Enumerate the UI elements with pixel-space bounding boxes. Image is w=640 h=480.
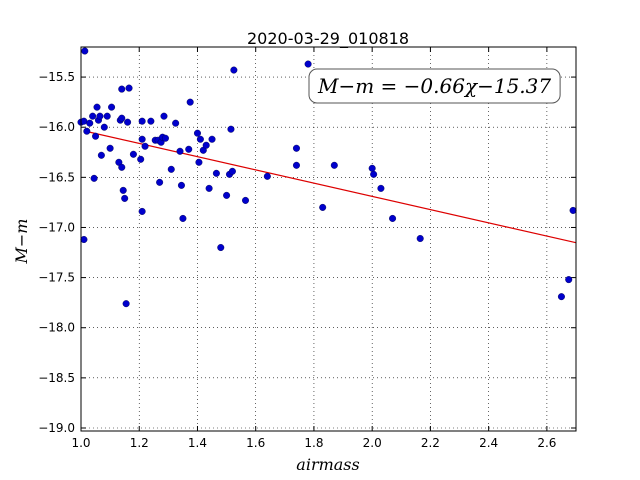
chart-title: 2020-03-29_010818 xyxy=(247,29,409,49)
data-point xyxy=(80,236,88,244)
y-axis-label: M−m xyxy=(12,219,31,265)
x-axis-label: airmass xyxy=(296,455,359,474)
data-point xyxy=(138,207,146,215)
x-tick-label: 2.4 xyxy=(479,436,498,450)
data-point xyxy=(304,60,312,68)
data-point xyxy=(141,142,149,150)
data-point xyxy=(193,129,201,137)
data-point xyxy=(202,141,210,149)
data-point xyxy=(179,214,187,222)
y-tick-label: −16.5 xyxy=(38,170,75,184)
gridlines xyxy=(80,47,576,431)
data-point xyxy=(389,214,397,222)
fit-annotation-box: M−m = −0.66χ−15.37 xyxy=(308,68,561,104)
data-point xyxy=(118,163,126,171)
data-point xyxy=(138,135,146,143)
data-point xyxy=(416,234,424,242)
data-point xyxy=(137,155,145,163)
data-point xyxy=(565,276,573,284)
data-point xyxy=(81,47,89,55)
data-point xyxy=(227,125,235,133)
data-point xyxy=(263,172,271,180)
y-tick-label: −16.0 xyxy=(38,120,75,134)
y-tick-label: −18.5 xyxy=(38,371,75,385)
data-point xyxy=(292,144,300,152)
x-tick-label: 1.2 xyxy=(130,436,149,450)
data-point xyxy=(185,145,193,153)
data-point xyxy=(557,293,565,301)
x-tick-label: 1.0 xyxy=(71,436,90,450)
plot-frame xyxy=(80,46,577,432)
data-point xyxy=(118,114,126,122)
fit-equation: M−m = −0.66χ−15.37 xyxy=(317,74,551,98)
data-point xyxy=(242,196,250,204)
data-point xyxy=(92,132,100,140)
data-point xyxy=(100,123,108,131)
data-point xyxy=(212,169,220,177)
fit-line-layer xyxy=(83,130,577,244)
data-point xyxy=(119,186,127,194)
data-point xyxy=(124,118,132,126)
data-point xyxy=(97,151,105,159)
data-point xyxy=(176,147,184,155)
x-tick-label: 1.6 xyxy=(246,436,265,450)
y-tick-label: −18.0 xyxy=(38,321,75,335)
data-point xyxy=(160,112,168,120)
data-point xyxy=(118,85,126,93)
x-tick-label: 1.8 xyxy=(304,436,323,450)
data-point xyxy=(569,206,577,214)
data-point xyxy=(186,98,194,106)
data-point xyxy=(138,117,146,125)
data-point xyxy=(80,117,88,125)
data-point xyxy=(228,167,236,175)
data-point xyxy=(370,170,378,178)
data-point xyxy=(172,119,180,127)
data-point xyxy=(330,161,338,169)
data-point xyxy=(93,103,101,111)
data-point xyxy=(205,184,213,192)
data-point xyxy=(86,119,94,127)
data-point xyxy=(368,164,376,172)
data-point xyxy=(319,203,327,211)
data-point xyxy=(106,144,114,152)
data-point xyxy=(90,174,98,182)
annotation-box xyxy=(308,68,561,104)
data-point xyxy=(96,112,104,120)
y-tick-label: −15.5 xyxy=(38,70,75,84)
data-point xyxy=(122,300,130,308)
x-tick-label: 2.6 xyxy=(537,436,556,450)
y-axis-ticks: −15.5 −16.0 −16.5 −17.0 −17.5 −18.0 −18.5 −19.0 xyxy=(38,70,576,435)
data-point xyxy=(83,127,91,135)
data-points xyxy=(77,47,577,308)
data-point xyxy=(292,161,300,169)
data-point xyxy=(167,165,175,173)
data-point xyxy=(217,244,225,252)
data-point xyxy=(177,181,185,189)
data-point xyxy=(196,135,204,143)
data-point xyxy=(230,66,238,74)
data-point xyxy=(161,134,169,142)
y-tick-label: −19.0 xyxy=(38,421,75,435)
data-point xyxy=(156,178,164,186)
data-point xyxy=(89,112,97,120)
data-point xyxy=(121,194,129,202)
x-tick-label: 2.0 xyxy=(363,436,382,450)
data-point xyxy=(223,191,231,199)
data-point xyxy=(195,158,203,166)
data-point xyxy=(125,84,133,92)
data-point xyxy=(103,112,111,120)
data-point xyxy=(377,184,385,192)
data-point xyxy=(208,135,216,143)
data-point xyxy=(147,117,155,125)
x-tick-label: 1.4 xyxy=(188,436,207,450)
x-tick-label: 2.2 xyxy=(421,436,440,450)
fit-line xyxy=(83,130,577,244)
y-tick-label: −17.0 xyxy=(38,220,75,234)
data-point xyxy=(108,103,116,111)
y-tick-label: −17.5 xyxy=(38,271,75,285)
data-point xyxy=(129,150,137,158)
